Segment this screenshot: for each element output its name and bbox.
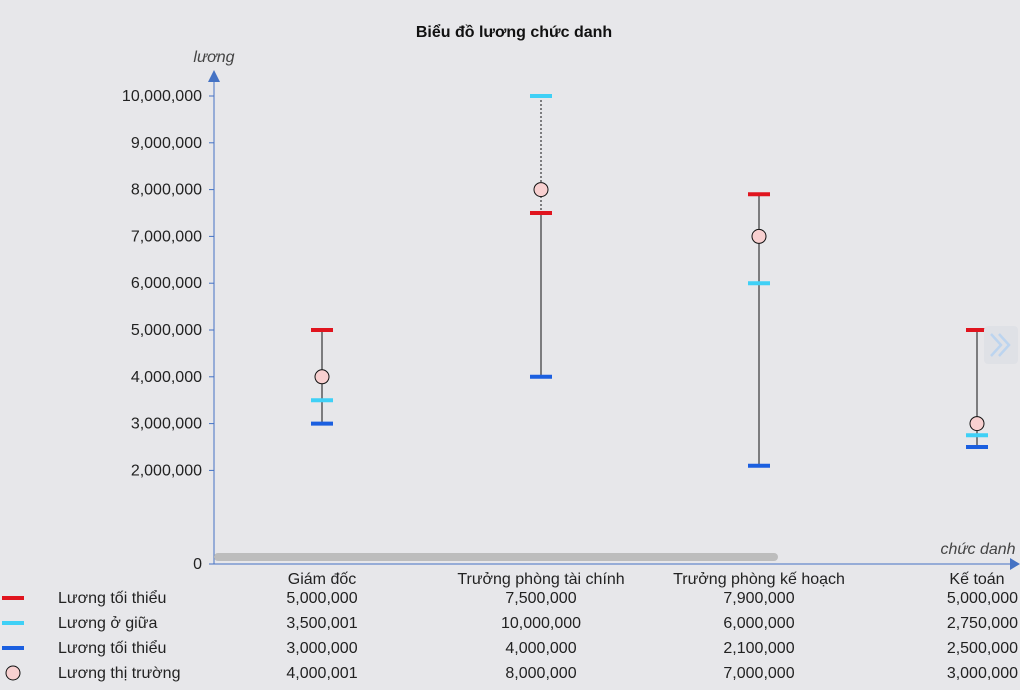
data-table: Lương tối thiểu 5,000,000 7,500,000 7,900,0… [2,589,1018,682]
y-tick-label: 10,000,000 [122,88,202,105]
x-category-label: Kế toán [949,571,1004,588]
x-axis-title: chức danh [940,541,1015,558]
y-tick-label: 0 [193,556,202,573]
table-cell-value: 7,000,000 [723,665,794,682]
y-axis: 0 2,000,000 3,000,000 4,000,000 5,000,000 6,0… [122,70,220,573]
x-category-label: Trưởng phòng kế hoạch [673,571,845,588]
table-cell-value: 7,900,000 [723,590,794,607]
table-cell-value: 7,500,000 [505,590,576,607]
scroll-right-button[interactable] [984,326,1018,364]
y-tick-label: 2,000,000 [131,462,202,479]
y-tick-label: 5,000,000 [131,322,202,339]
table-cell-value: 4,000,000 [505,640,576,657]
y-tick-label: 7,000,000 [131,228,202,245]
y-axis-arrow-icon [208,70,220,82]
table-cell-value: 8,000,000 [505,665,576,682]
market-salary-point [751,228,767,244]
table-cell-value: 6,000,000 [723,615,794,632]
legend-series-name: Lương ở giữa [58,615,157,632]
y-tick-label: 4,000,000 [131,369,202,386]
market-salary-point [969,416,985,432]
y-tick-label: 3,000,000 [131,416,202,433]
market-salary-point [533,182,549,198]
legend-series-name: Lương tối thiểu [58,639,166,657]
x-axis: Giám đốc Trưởng phòng tài chính Trưởng phò… [214,558,1020,588]
y-tick-label: 6,000,000 [131,275,202,292]
legend-series-name: Lương tối thiểu [58,589,166,607]
table-cell-value: 2,100,000 [723,640,794,657]
legend-market-marker [5,665,21,681]
table-cell-value: 2,750,000 [947,615,1018,632]
x-category-label: Giám đốc [288,571,356,588]
plot-marks [311,94,988,468]
x-category-label: Trưởng phòng tài chính [457,571,624,588]
table-cell-value: 3,000,000 [947,665,1018,682]
y-axis-title: lương [193,49,234,66]
table-cell-value: 10,000,000 [501,615,581,632]
table-cell-value: 2,500,000 [947,640,1018,657]
table-cell-value: 3,500,001 [286,615,357,632]
chart-title: Biểu đồ lương chức danh [416,23,612,41]
table-cell-value: 5,000,000 [286,590,357,607]
legend-series-name: Lương thị trường [58,665,180,682]
table-cell-value: 5,000,000 [947,590,1018,607]
market-salary-point [314,369,330,385]
x-axis-arrow-icon [1010,558,1020,570]
chevron-double-right-icon [990,333,1011,357]
y-tick-label: 9,000,000 [131,135,202,152]
y-tick-label: 8,000,000 [131,182,202,199]
horizontal-scrollbar[interactable] [214,553,778,561]
table-cell-value: 3,000,000 [286,640,357,657]
table-cell-value: 4,000,001 [286,665,357,682]
